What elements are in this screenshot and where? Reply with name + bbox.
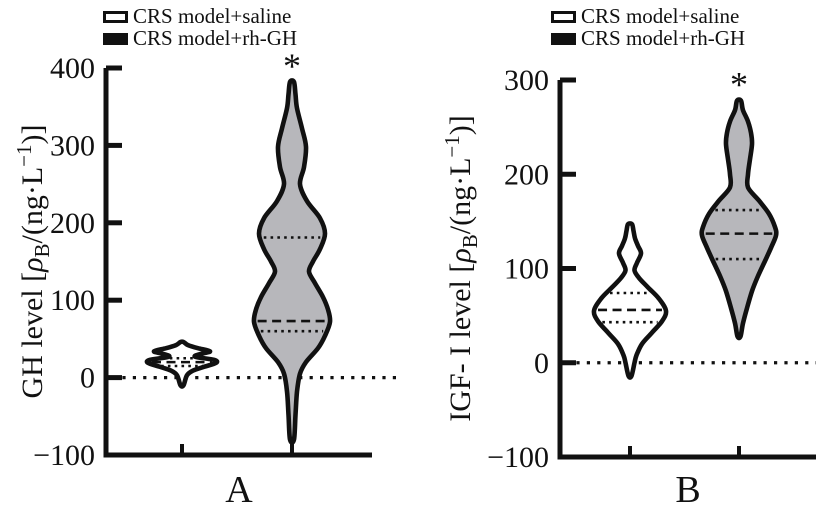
y-tick-label-a: 0 bbox=[80, 362, 95, 395]
y-axis-label-a: GH level [ρB/(ng·L−1)] bbox=[12, 124, 54, 398]
y-tick-label-b: 200 bbox=[504, 158, 549, 191]
legend-panel-b: CRS model+saline CRS model+rh-GH bbox=[551, 4, 746, 50]
y-tick-label-a: 100 bbox=[50, 284, 95, 317]
legend-item: CRS model+saline bbox=[103, 4, 297, 28]
significance-star-a: * bbox=[283, 46, 301, 86]
y-tick-label-b: 300 bbox=[504, 64, 549, 97]
panel-label-b: B bbox=[675, 469, 700, 511]
y-tick-label-a: 200 bbox=[50, 207, 95, 240]
violin-crs-model-saline-b bbox=[591, 221, 669, 380]
filled-swatch-icon bbox=[103, 32, 128, 45]
panel-label-a: A bbox=[225, 469, 253, 511]
filled-swatch-icon bbox=[551, 32, 576, 45]
legend-item: CRS model+saline bbox=[551, 4, 745, 28]
legend-label: CRS model+rh-GH bbox=[133, 26, 298, 50]
open-swatch-icon bbox=[551, 10, 576, 23]
y-tick-label-a: 300 bbox=[50, 129, 95, 162]
y-tick-label-a: −100 bbox=[33, 439, 95, 472]
y-tick-label-b: 0 bbox=[534, 347, 549, 380]
legend-label: CRS model+saline bbox=[133, 4, 292, 28]
legend-label: CRS model+saline bbox=[581, 4, 740, 28]
violin-crs-model-saline-a bbox=[144, 339, 220, 389]
y-axis-label-b: IGF- I level [ρB/(ng·L−1)] bbox=[440, 115, 482, 422]
legend-label: CRS model+rh-GH bbox=[581, 26, 746, 50]
y-tick-label-b: 100 bbox=[504, 253, 549, 286]
y-tick-label-a: 400 bbox=[50, 52, 95, 85]
significance-star-b: * bbox=[730, 65, 748, 105]
violin-crs-model-rh-gh-a bbox=[251, 78, 333, 445]
violin-crs-model-rh-gh-b bbox=[699, 97, 779, 341]
legend-panel-a: CRS model+saline CRS model+rh-GH bbox=[103, 4, 298, 50]
legend-item: CRS model+rh-GH bbox=[103, 26, 298, 50]
legend-item: CRS model+rh-GH bbox=[551, 26, 746, 50]
open-swatch-icon bbox=[103, 10, 128, 23]
y-tick-label-b: −100 bbox=[487, 441, 549, 474]
